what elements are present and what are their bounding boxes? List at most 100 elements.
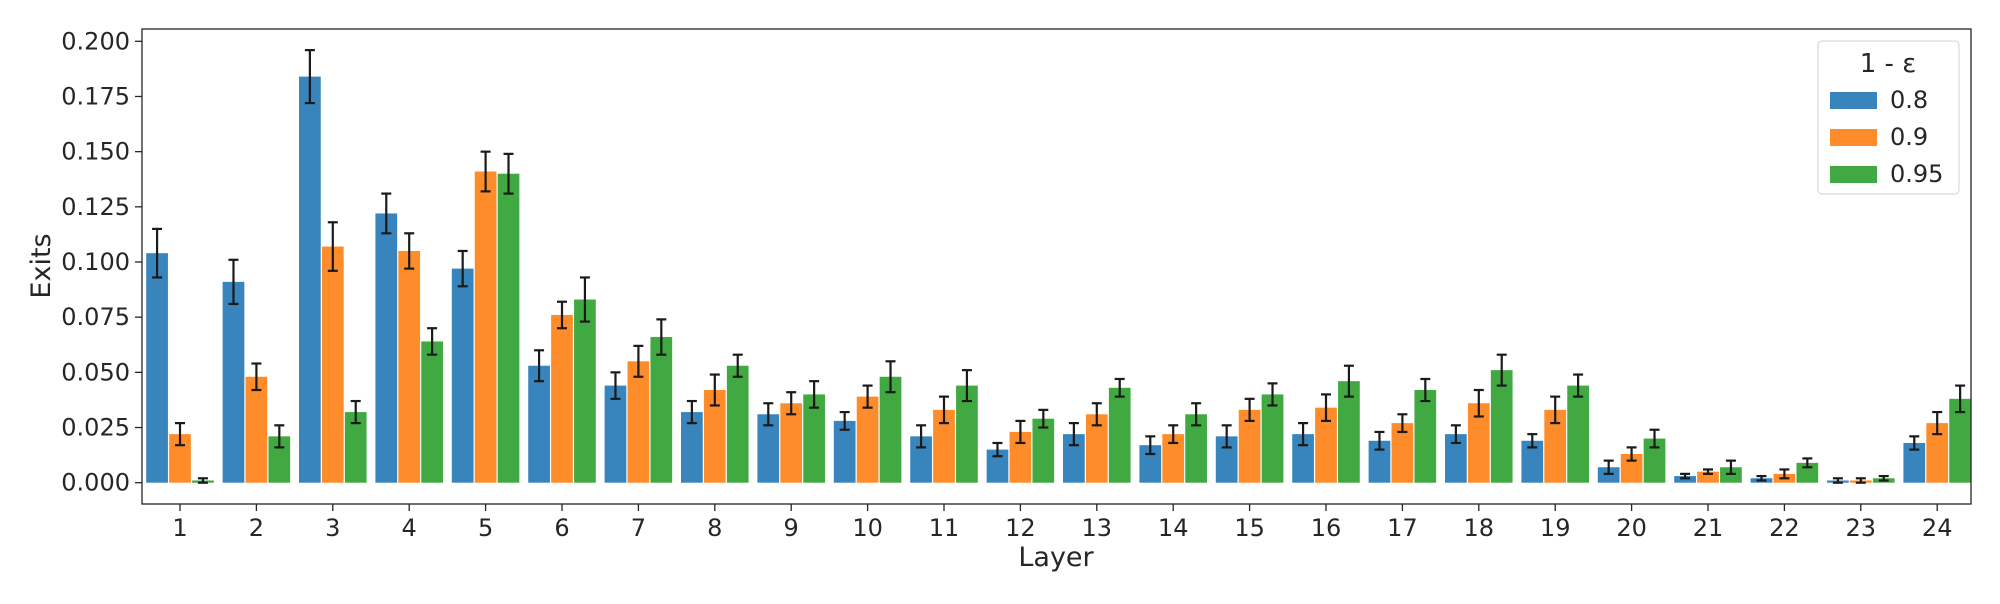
bar-0.95-layer-22 [1796,462,1819,483]
error-bar [1779,468,1790,480]
bar-0.8-layer-11 [910,436,932,483]
error-bar [686,399,697,425]
error-bar [763,402,774,427]
bar-0.9-layer-4 [398,250,421,483]
bar-0.95-layer-2 [268,436,291,483]
bar-0.8-layer-4 [375,213,398,483]
error-bar [557,300,567,330]
error-bar [1321,393,1331,423]
error-bar [1244,397,1255,423]
x-tick-label: 14 [1158,514,1189,542]
bar-0.95-layer-15 [1261,394,1284,483]
bar-0.95-layer-24 [1949,398,1971,483]
bar-0.8-layer-14 [1139,445,1162,483]
bar-0.8-layer-6 [528,365,550,483]
bar-0.8-layer-13 [1063,434,1085,483]
error-bar [197,477,208,484]
bar-0.9-layer-18 [1467,403,1490,483]
bar-0.95-layer-13 [1108,387,1131,483]
x-tick-label: 20 [1616,514,1647,542]
error-bar [1298,422,1309,447]
bar-0.95-layer-5 [497,173,520,483]
x-tick-label: 9 [784,514,799,542]
error-bar [228,258,239,306]
error-bar [427,327,438,356]
error-bar [610,371,621,400]
bar-0.9-layer-8 [703,390,726,483]
error-bar [1909,435,1920,451]
error-bar [1855,477,1866,484]
bar-0.9-layer-7 [627,361,650,483]
error-bar [839,410,850,431]
error-bar [1573,373,1584,398]
x-tick-label: 19 [1540,514,1571,542]
x-tick-label: 8 [707,514,722,542]
error-bar [1221,424,1232,449]
error-bar [939,395,949,425]
error-bar [1114,377,1125,398]
error-bar [1680,472,1691,480]
x-tick-label: 24 [1922,514,1953,542]
error-bar [404,232,415,270]
error-bar [1343,364,1354,398]
error-bar [1267,382,1278,407]
x-tick-label: 10 [852,514,883,542]
bar-0.8-layer-10 [833,420,856,483]
x-tick-label: 1 [172,514,187,542]
error-bar [1878,474,1889,482]
bar-0.95-layer-11 [956,385,978,483]
error-bar [1191,402,1202,427]
bar-0.95-layer-6 [574,299,596,483]
error-bar [786,391,797,416]
error-bar [961,369,972,403]
error-bar [534,349,545,383]
y-tick-label: 0.175 [61,82,130,110]
legend-label: 0.8 [1890,86,1928,114]
bar-0.8-layer-24 [1903,442,1926,483]
bar-0.8-layer-18 [1445,434,1467,483]
error-bar [862,384,873,409]
y-tick-label: 0.150 [61,138,130,166]
x-tick-label: 15 [1234,514,1265,542]
error-bar [809,380,820,409]
y-tick-label: 0.200 [61,27,130,55]
bar-0.95-layer-20 [1643,438,1666,483]
error-bar [1955,384,1966,414]
bar-0.8-layer-3 [299,76,321,483]
y-tick-label: 0.000 [61,469,130,497]
error-bar [1145,435,1156,456]
bar-0.95-layer-18 [1490,370,1513,483]
bar-0.95-layer-9 [803,394,825,483]
legend-label: 0.9 [1890,123,1928,151]
error-bar [579,276,590,323]
y-axis-label: Exits [26,233,57,298]
bar-0.8-layer-12 [986,449,1009,483]
bar-0.95-layer-16 [1338,381,1360,483]
error-bar [1420,377,1431,403]
legend-title: 1 - ε [1860,49,1917,79]
x-tick-label: 21 [1693,514,1724,542]
bar-0.9-layer-5 [474,171,497,483]
error-bar [656,318,667,356]
bar-0.9-layer-10 [856,396,879,483]
bar-0.95-layer-8 [726,365,749,483]
bar-0.9-layer-9 [780,403,803,483]
x-tick-label: 6 [554,514,569,542]
x-tick-label: 22 [1769,514,1800,542]
error-bar [480,150,491,193]
error-bar [304,49,315,105]
error-bar [1015,419,1026,445]
x-tick-label: 17 [1387,514,1418,542]
y-tick-label: 0.050 [61,358,130,386]
bar-0.9-layer-13 [1085,414,1108,483]
bar-0.9-layer-19 [1544,409,1567,483]
bar-0.9-layer-3 [321,246,344,483]
bar-0.95-layer-12 [1032,418,1055,483]
error-bar [1626,446,1637,462]
legend-label: 0.95 [1890,160,1943,188]
bar-0.8-layer-9 [757,414,780,483]
bar-0.9-layer-12 [1009,431,1032,483]
error-bar [1450,424,1461,445]
bar-0.9-layer-17 [1391,423,1414,483]
